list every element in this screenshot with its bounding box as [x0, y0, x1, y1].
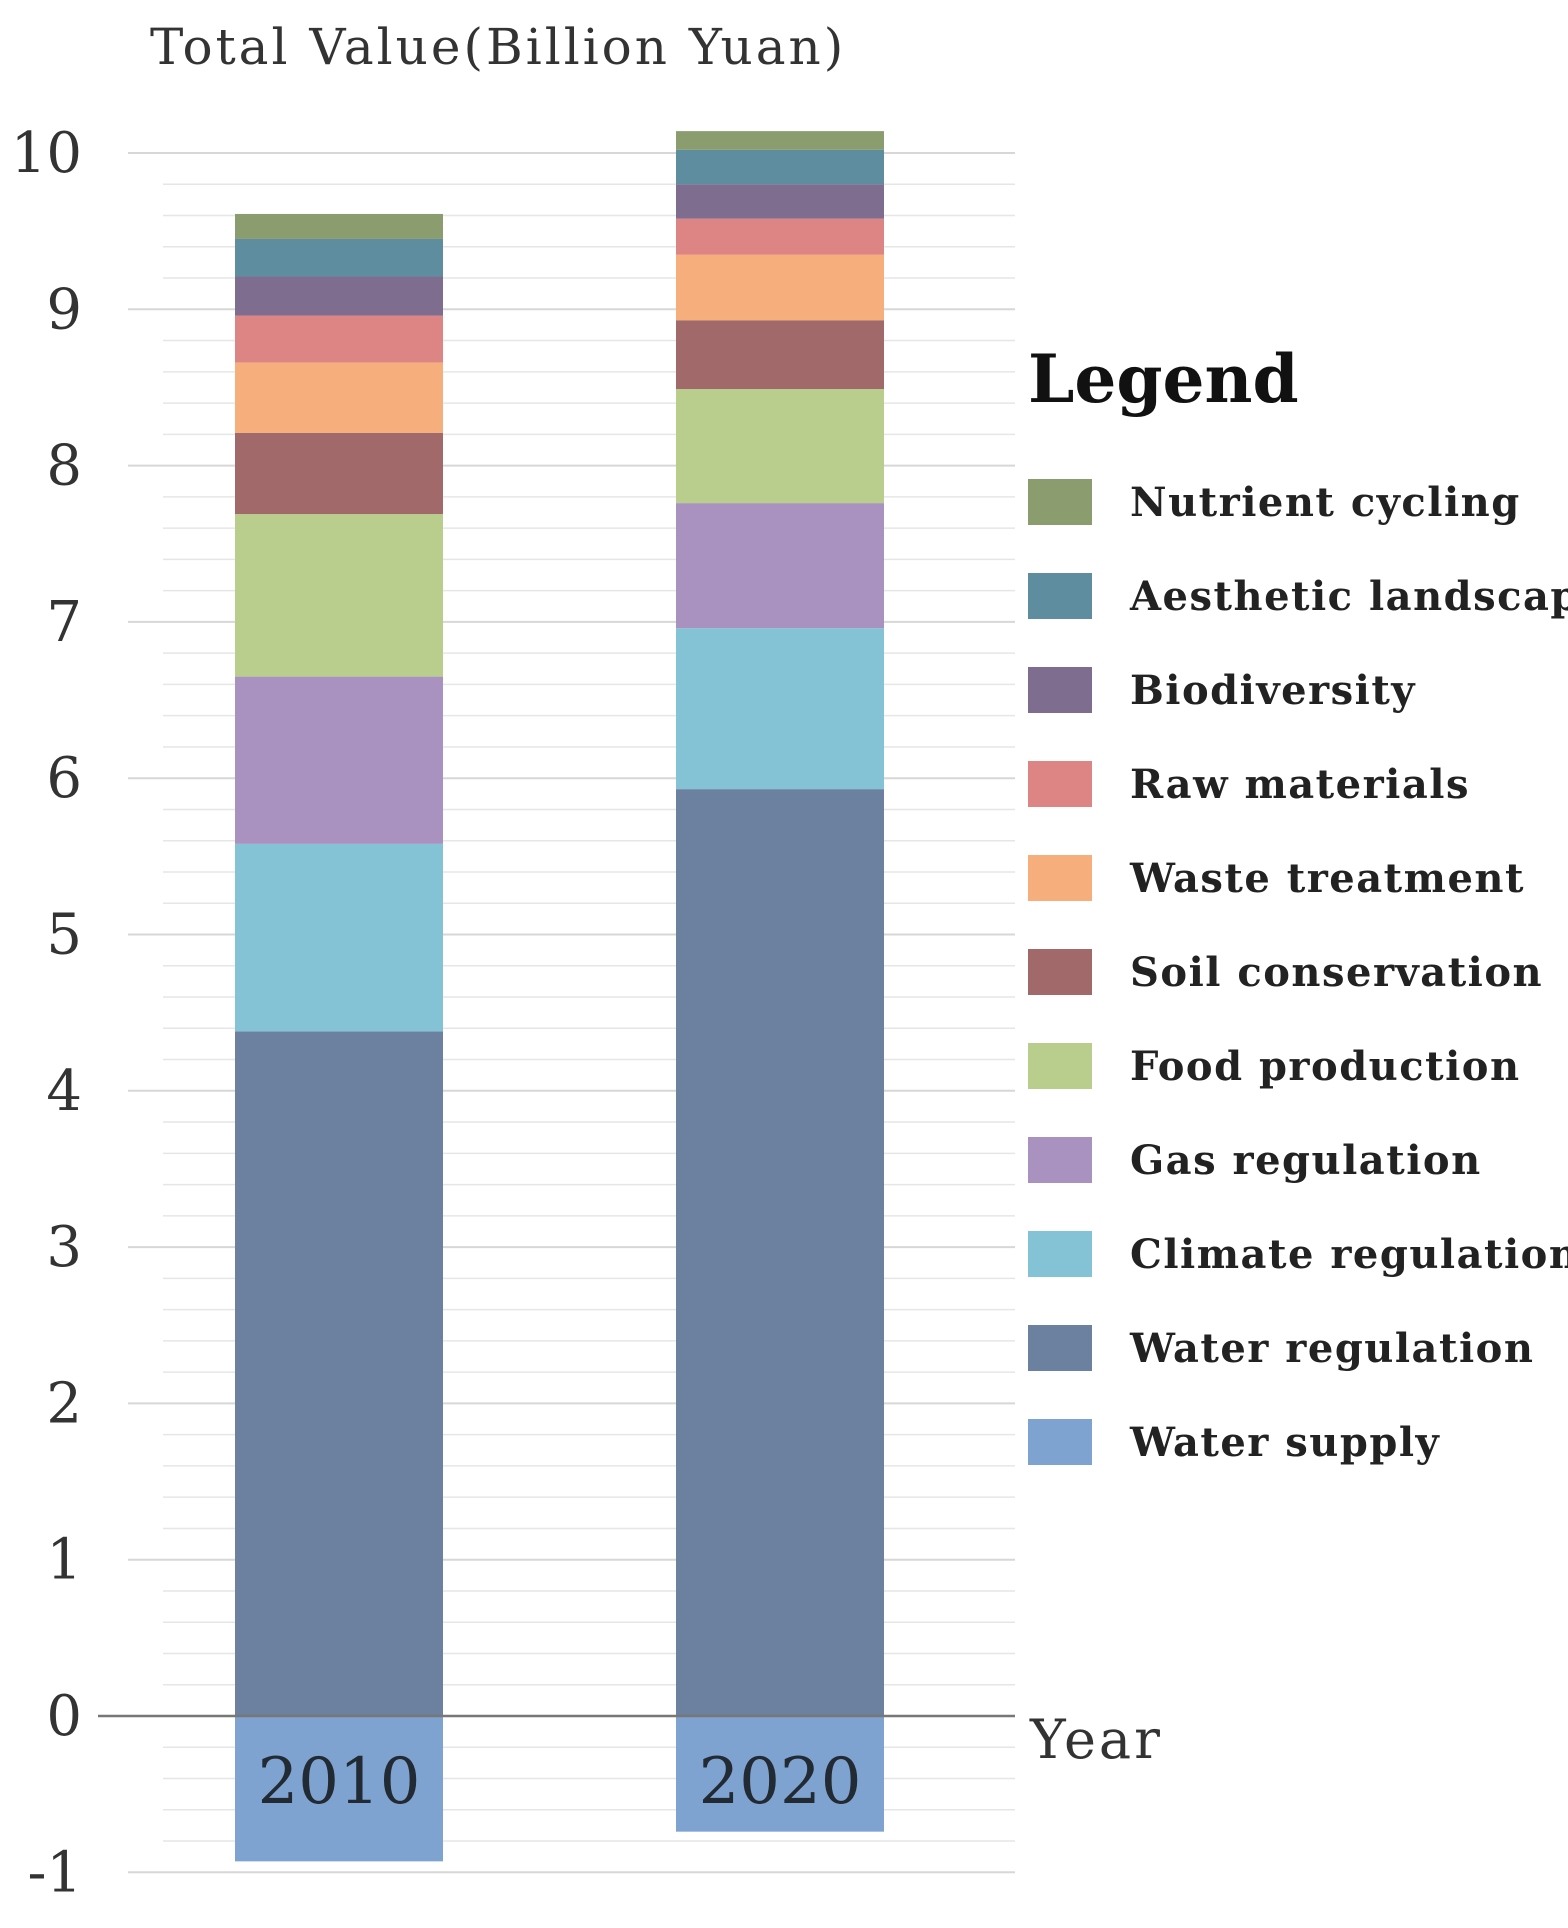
y-tick-label: 6: [46, 746, 82, 811]
legend-label: Raw materials: [1130, 761, 1470, 808]
legend-swatch: [1028, 479, 1092, 525]
legend-label: Nutrient cycling: [1130, 479, 1521, 526]
legend-label: Gas regulation: [1130, 1137, 1482, 1184]
y-tick-label: 1: [46, 1528, 82, 1593]
bar-segment-climate-regulation-2010: [235, 843, 443, 1032]
bar-segment-aesthetic-landscape-2020: [676, 149, 884, 185]
x-axis-ticks: 2010 2020: [258, 1745, 862, 1819]
y-tick-label: 8: [46, 434, 82, 499]
bar-segment-nutrient-cycling-2020: [676, 131, 884, 150]
x-tick-label: 2020: [699, 1745, 862, 1819]
y-tick-label: 0: [46, 1684, 82, 1749]
legend-swatch: [1028, 855, 1092, 901]
legend-title: Legend: [1028, 340, 1299, 418]
bar-segment-aesthetic-landscape-2010: [235, 238, 443, 277]
y-tick-label: 4: [46, 1059, 82, 1124]
bar-segment-waste-treatment-2020: [676, 254, 884, 321]
y-tick-label: 10: [11, 121, 82, 186]
bar-segment-water-supply-2020: [676, 1716, 884, 1832]
legend-swatch: [1028, 1043, 1092, 1089]
bar-segment-biodiversity-2020: [676, 184, 884, 219]
bar-segment-water-regulation-2020: [676, 789, 884, 1716]
legend-swatch: [1028, 949, 1092, 995]
legend: Legend Nutrient cycling Aesthetic landsca…: [1028, 340, 1568, 1466]
legend-label: Biodiversity: [1130, 667, 1416, 714]
bar-segment-nutrient-cycling-2010: [235, 213, 443, 239]
bar-segment-water-regulation-2010: [235, 1031, 443, 1716]
bar-segment-gas-regulation-2020: [676, 503, 884, 629]
y-axis-ticks: -1 0 1 2 3 4 5 6 7 8 9 10: [11, 121, 82, 1905]
legend-label: Aesthetic landscape: [1129, 573, 1568, 620]
bars: [235, 131, 884, 1862]
y-tick-label: 3: [46, 1215, 82, 1280]
x-tick-label: 2010: [258, 1745, 421, 1819]
legend-swatch: [1028, 573, 1092, 619]
bar-segment-soil-conservation-2010: [235, 432, 443, 515]
legend-swatch: [1028, 1231, 1092, 1277]
bar-segment-waste-treatment-2010: [235, 362, 443, 433]
y-tick-label: 2: [46, 1371, 82, 1436]
bar-segment-gas-regulation-2010: [235, 676, 443, 844]
bar-segment-raw-materials-2010: [235, 315, 443, 363]
legend-label: Water regulation: [1129, 1325, 1534, 1372]
y-tick-label: 5: [46, 903, 82, 968]
bar-segment-climate-regulation-2020: [676, 628, 884, 790]
y-tick-label: -1: [27, 1840, 82, 1905]
bar-segment-raw-materials-2020: [676, 218, 884, 255]
bar-segment-soil-conservation-2020: [676, 320, 884, 390]
y-tick-label: 9: [46, 277, 82, 342]
legend-label: Climate regulation: [1130, 1231, 1568, 1278]
legend-swatch: [1028, 667, 1092, 713]
bar-segment-food-production-2020: [676, 389, 884, 504]
legend-label: Waste treatment: [1129, 855, 1525, 902]
bar-segment-biodiversity-2010: [235, 276, 443, 316]
bar-segment-food-production-2010: [235, 514, 443, 677]
y-tick-label: 7: [46, 590, 82, 655]
legend-label: Soil conservation: [1130, 949, 1543, 996]
legend-label: Water supply: [1129, 1419, 1441, 1466]
legend-swatch: [1028, 1137, 1092, 1183]
bar-segment-water-supply-2010: [235, 1716, 443, 1862]
legend-label: Food production: [1130, 1043, 1521, 1090]
legend-swatch: [1028, 1325, 1092, 1371]
legend-swatch: [1028, 761, 1092, 807]
y-axis-title: Total Value(Billion Yuan): [150, 18, 846, 76]
x-axis-title: Year: [1029, 1708, 1163, 1771]
legend-swatch: [1028, 1419, 1092, 1465]
